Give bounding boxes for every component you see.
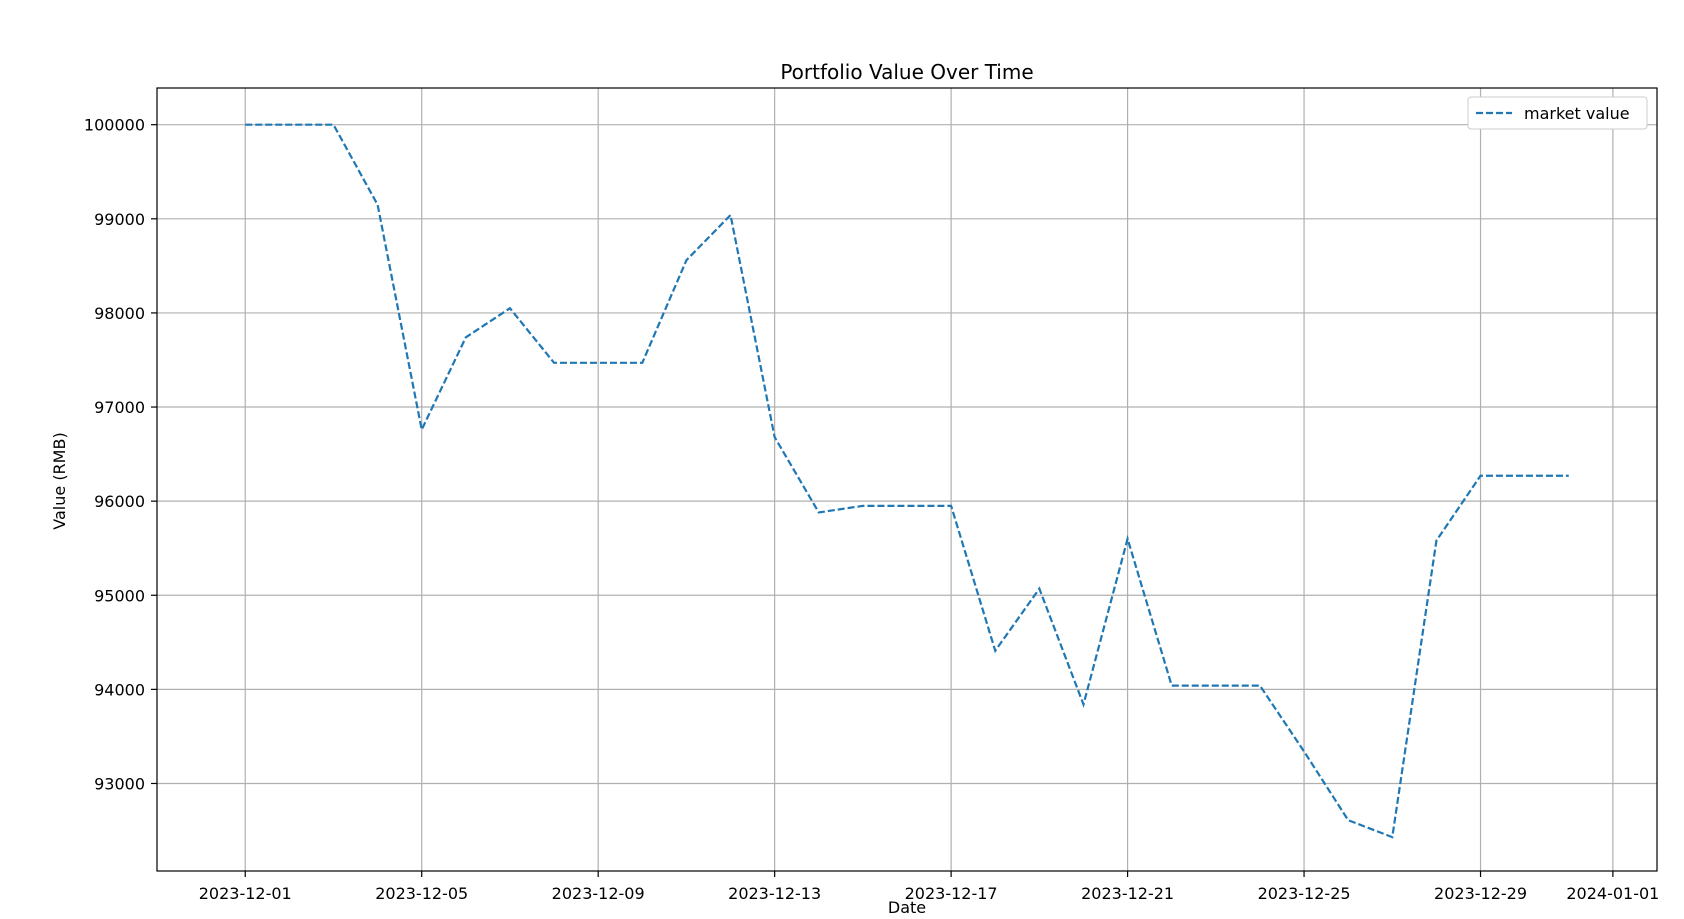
y-axis: 93000 94000 95000 96000 97000 98000 99000 10000… (84, 116, 157, 793)
x-tick-label: 2023-12-21 (1081, 884, 1174, 903)
x-tick-label: 2023-12-01 (199, 884, 292, 903)
legend: market value (1467, 96, 1648, 130)
y-axis-title: Value (RMB) (50, 432, 69, 529)
x-tick-label: 2023-12-13 (728, 884, 821, 903)
y-tick-label: 99000 (94, 210, 145, 229)
y-tick-label: 93000 (94, 774, 145, 793)
x-tick-label: 2023-12-05 (375, 884, 468, 903)
plot-frame (156, 87, 1658, 872)
x-tick-label: 2023-12-09 (552, 884, 645, 903)
grid (157, 88, 1657, 871)
y-tick-label: 98000 (94, 304, 145, 323)
y-tick-label: 95000 (94, 586, 145, 605)
x-tick-label: 2023-12-25 (1258, 884, 1351, 903)
chart-title: Portfolio Value Over Time (780, 60, 1033, 84)
y-tick-label: 94000 (94, 680, 145, 699)
legend-box (1467, 96, 1648, 130)
x-tick-label: 2024-01-01 (1566, 884, 1659, 903)
series-line-market-value (245, 123, 1569, 839)
x-axis-title: Date (888, 898, 926, 917)
legend-label-market-value: market value (1524, 104, 1630, 123)
x-axis: 2023-12-01 2023-12-05 2023-12-09 2023-12-13… (199, 871, 1659, 903)
y-tick-label: 100000 (84, 116, 145, 135)
y-tick-label: 96000 (94, 492, 145, 511)
x-tick-label: 2023-12-29 (1434, 884, 1527, 903)
series-layer (245, 123, 1569, 839)
x-tick-label: 2023-12-17 (905, 884, 998, 903)
y-tick-label: 97000 (94, 398, 145, 417)
